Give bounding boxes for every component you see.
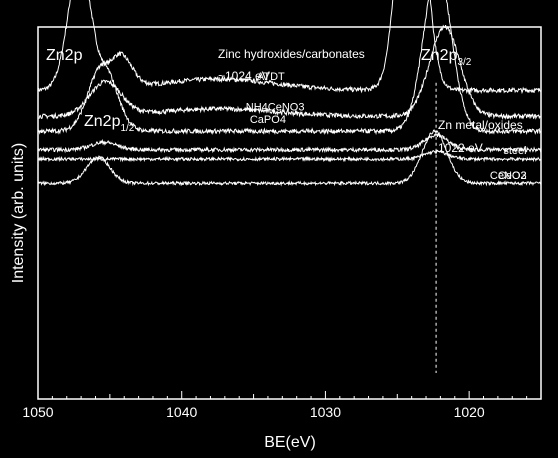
series-line-nh4ceno3 — [37, 24, 542, 120]
peak-label-right-main: Zn2p — [421, 47, 458, 64]
x-tick-label-1040: 1040 — [166, 404, 197, 420]
series-layer — [37, 0, 542, 187]
peak-label-zn2p-3-2: Zn2p3/2 — [421, 47, 472, 68]
peak-label-left-sub: 1/2 — [120, 123, 134, 134]
series-label-ceno3: CeNO3 — [490, 170, 527, 182]
annotation-metal-line1: Zn metal/oxides — [438, 118, 523, 132]
series-label-capo4: CaPO4 — [250, 114, 286, 126]
annotation-metal-line2: 1022 eV — [438, 141, 483, 155]
peak-label-left-main: Zn2p — [84, 113, 121, 130]
series-label-nh4ceno3: NH4CeNO3 — [246, 101, 305, 113]
series-line-ceno3 — [37, 149, 542, 163]
plot-frame — [37, 26, 542, 400]
y-axis-label: Intensity (arb. units) — [10, 143, 27, 284]
series-label-ceo2: CeO2 — [498, 170, 527, 182]
series-label-steel: steel — [503, 145, 526, 157]
series-line-ceo2 — [37, 129, 542, 187]
series-line-capo4 — [37, 0, 542, 136]
annotation-hydroxides-line2: ~1024 eV — [218, 69, 270, 83]
series-label-atdt: ATDT — [257, 71, 285, 83]
x-axis-label: BE(eV) — [264, 434, 316, 451]
series-line-steel — [37, 132, 542, 154]
x-axis-ticks: 1050 1040 1030 1020 — [22, 391, 542, 420]
x-tick-label-1020: 1020 — [454, 404, 485, 420]
x-tick-label-1050: 1050 — [22, 404, 53, 420]
annotation-hydroxides-line1: Zinc hydroxides/carbonates — [218, 47, 365, 61]
panel-label: Zn2p — [46, 47, 83, 64]
peak-label-zn2p-1-2: Zn2p1/2 — [84, 113, 135, 134]
x-tick-label-1030: 1030 — [310, 404, 341, 420]
peak-label-right-sub: 3/2 — [457, 57, 471, 68]
series-line-atdt — [37, 0, 542, 95]
